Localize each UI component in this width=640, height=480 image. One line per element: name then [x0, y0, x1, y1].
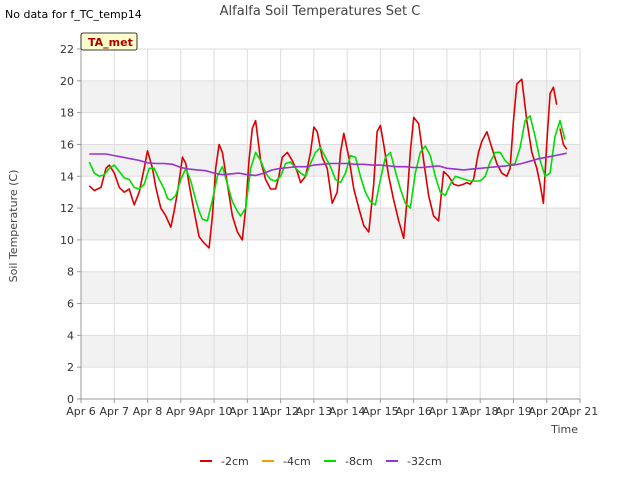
y-tick-label: 2 [67, 361, 74, 374]
series-line-minus-2cm-segment [559, 128, 568, 150]
x-tick-label: Apr 16 [395, 405, 432, 418]
legend-label-minus-4cm: -4cm [283, 455, 311, 468]
y-axis-label: Soil Temperature (C) [7, 170, 20, 283]
series-line-minus-32cm [89, 152, 567, 177]
x-tick-label: Apr 21 [562, 405, 599, 418]
x-tick-label: Apr 18 [462, 405, 499, 418]
plot-band [81, 335, 580, 368]
x-tick-label: Apr 9 [166, 405, 196, 418]
plot-band [81, 80, 580, 113]
station-badge-box [80, 32, 138, 51]
y-tick-label: 6 [67, 298, 74, 311]
y-tick-label: 10 [60, 234, 74, 247]
plot-band [81, 367, 580, 399]
plot-band [81, 208, 580, 240]
station-badge-label: TA_met [88, 36, 133, 49]
y-tick-label: 16 [60, 138, 74, 151]
plot-band [81, 239, 580, 272]
x-tick-label: Apr 6 [66, 405, 96, 418]
legend-label-minus-8cm: -8cm [345, 455, 373, 468]
y-tick-label: 20 [60, 75, 74, 88]
legend-label-minus-2cm: -2cm [221, 455, 249, 468]
x-tick-label: Apr 19 [495, 405, 532, 418]
legend-label-minus-32cm: -32cm [407, 455, 442, 468]
x-tick-label: Apr 10 [196, 405, 233, 418]
x-axis-label: Time [550, 423, 578, 436]
y-tick-label: 14 [60, 170, 74, 183]
x-tick-label: Apr 8 [133, 405, 163, 418]
x-tick-label: Apr 20 [528, 405, 565, 418]
plot-band [81, 271, 580, 304]
plot-band [81, 112, 580, 145]
plot-band [81, 144, 580, 177]
x-tick-label: Apr 7 [100, 405, 130, 418]
x-tick-label: Apr 13 [296, 405, 333, 418]
y-tick-label: 4 [67, 329, 74, 342]
x-tick-label: Apr 17 [429, 405, 466, 418]
y-tick-label: 0 [67, 393, 74, 406]
series-line-minus-2cm [88, 78, 558, 249]
y-tick-label: 12 [60, 202, 74, 215]
x-tick-label: Apr 14 [329, 405, 366, 418]
x-tick-label: Apr 15 [362, 405, 399, 418]
chart-title: Alfalfa Soil Temperatures Set C [219, 4, 421, 19]
plot-band [81, 49, 580, 81]
series-line-minus-8cm [88, 115, 566, 222]
y-tick-label: 18 [60, 107, 74, 120]
y-tick-label: 22 [60, 43, 74, 56]
plot-band [81, 303, 580, 336]
y-tick-label: 8 [67, 266, 74, 279]
x-tick-label: Apr 12 [262, 405, 299, 418]
no-data-note: No data for f_TC_temp14 [5, 8, 142, 21]
x-tick-label: Apr 11 [229, 405, 266, 418]
